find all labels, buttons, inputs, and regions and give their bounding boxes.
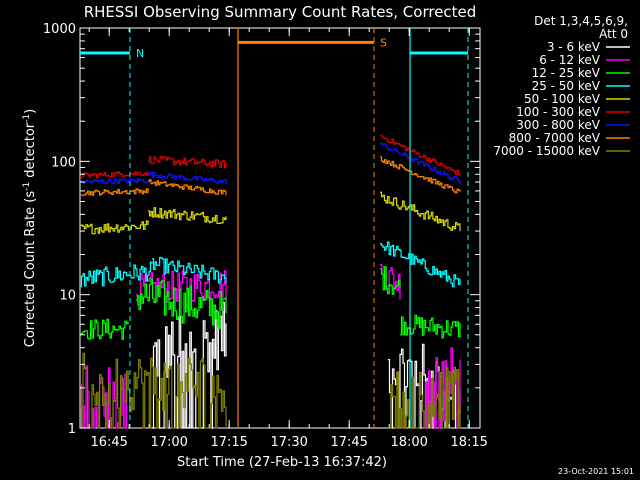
legend-item-25-50-kev: 25 - 50 keV bbox=[532, 79, 630, 93]
series-line-25-50-kev-seg11 bbox=[152, 256, 227, 284]
y-axis-label: Corrected Count Rate (s-1 detector-1) bbox=[22, 109, 38, 347]
series-line-12-25-kev-seg7 bbox=[136, 278, 227, 330]
legend-label-25-50-kev: 25 - 50 keV bbox=[532, 79, 601, 93]
footer-date: 23-Oct-2021 15:01 bbox=[558, 467, 634, 476]
series-line-7000-15000-kev-seg26 bbox=[388, 366, 461, 429]
series-line-800-7000-kev-seg22 bbox=[80, 188, 149, 196]
flag-layer: NS bbox=[80, 28, 469, 428]
legend-header-line1: Det 1,3,4,5,6,9, bbox=[534, 14, 628, 28]
chart-title: RHESSI Observing Summary Count Rates, Co… bbox=[84, 3, 477, 21]
series-line-800-7000-kev-seg23 bbox=[148, 179, 227, 196]
x-tick-label-17-45: 17:45 bbox=[330, 435, 367, 450]
legend-label-100-300-kev: 100 - 300 keV bbox=[516, 105, 600, 119]
series-line-25-50-kev-seg12 bbox=[380, 241, 461, 288]
legend-label-7000-15000-kev: 7000 - 15000 keV bbox=[493, 144, 600, 158]
series-line-300-800-kev-seg19 bbox=[80, 178, 149, 185]
series-line-12-25-kev-seg8 bbox=[380, 266, 401, 295]
x-tick-label-17-00: 17:00 bbox=[150, 435, 187, 450]
series-line-300-800-kev-seg21 bbox=[380, 142, 461, 185]
series-line-50-100-kev-seg14 bbox=[148, 207, 227, 224]
x-axis-ticks: 16:45 17:00 17:15 17:30 17:45 18:00 18:15 bbox=[88, 28, 488, 450]
y-axis-label-sup2: -1 bbox=[22, 114, 32, 123]
flag-label-s: S bbox=[380, 36, 387, 49]
legend-item-12-25-kev: 12 - 25 keV bbox=[532, 66, 630, 80]
legend-label-800-7000-kev: 800 - 7000 keV bbox=[509, 131, 601, 145]
y-tick-label-1000: 1000 bbox=[43, 22, 76, 37]
series-line-7000-15000-kev-seg25 bbox=[80, 352, 227, 429]
y-tick-label-100: 100 bbox=[51, 155, 76, 170]
x-tick-label-17-30: 17:30 bbox=[270, 435, 307, 450]
series-line-6-12-kev-seg4 bbox=[136, 270, 227, 306]
legend-label-300-800-kev: 300 - 800 keV bbox=[516, 118, 600, 132]
series-line-50-100-kev-seg13 bbox=[80, 220, 149, 235]
x-tick-label-18-15: 18:15 bbox=[450, 435, 487, 450]
legend-label-12-25-kev: 12 - 25 keV bbox=[532, 66, 601, 80]
x-tick-label-18-00: 18:00 bbox=[390, 435, 427, 450]
x-axis-label: Start Time (27-Feb-13 16:37:42) bbox=[177, 455, 387, 470]
plot-frame bbox=[79, 27, 481, 429]
legend-header-line2: Att 0 bbox=[599, 27, 628, 41]
y-axis-label-part1: Corrected Count Rate (s bbox=[23, 191, 38, 348]
series-line-300-800-kev-seg20 bbox=[148, 171, 227, 185]
series-line-100-300-kev-seg17 bbox=[148, 155, 227, 168]
series-line-800-7000-kev-seg24 bbox=[380, 156, 461, 194]
y-axis-label-part3: ) bbox=[23, 109, 38, 114]
y-axis-label-sup1: -1 bbox=[22, 182, 32, 191]
legend-label-50-100-kev: 50 - 100 keV bbox=[524, 92, 601, 106]
legend-item-6-12-kev: 6 - 12 keV bbox=[539, 53, 630, 67]
flag-label-n: N bbox=[136, 47, 144, 60]
series-line-12-25-kev-seg6 bbox=[80, 318, 129, 340]
series-line-12-25-kev-seg9 bbox=[400, 314, 461, 339]
legend-label-3-6-kev: 3 - 6 keV bbox=[547, 40, 601, 54]
legend-item-100-300-kev: 100 - 300 keV bbox=[516, 105, 630, 119]
legend-label-6-12-kev: 6 - 12 keV bbox=[539, 53, 601, 67]
series-line-100-300-kev-seg16 bbox=[80, 170, 149, 179]
x-tick-label-17-15: 17:15 bbox=[210, 435, 247, 450]
y-axis-label-part2: detector bbox=[23, 122, 38, 182]
legend-item-3-6-kev: 3 - 6 keV bbox=[547, 40, 630, 54]
series-line-25-50-kev-seg10 bbox=[80, 261, 153, 288]
series-line-50-100-kev-seg15 bbox=[380, 191, 461, 231]
legend-item-50-100-kev: 50 - 100 keV bbox=[524, 92, 630, 106]
y-axis-ticks: 1 10 100 1000 bbox=[43, 22, 480, 437]
y-tick-label-10: 10 bbox=[59, 289, 76, 304]
legend-item-7000-15000-kev: 7000 - 15000 keV bbox=[493, 144, 630, 158]
x-tick-label-16-45: 16:45 bbox=[90, 435, 127, 450]
series-layer bbox=[80, 134, 461, 429]
y-tick-label-1: 1 bbox=[68, 422, 76, 437]
legend-item-300-800-kev: 300 - 800 keV bbox=[516, 118, 630, 132]
legend-item-800-7000-kev: 800 - 7000 keV bbox=[509, 131, 630, 145]
series-line-100-300-kev-seg18 bbox=[380, 134, 461, 176]
